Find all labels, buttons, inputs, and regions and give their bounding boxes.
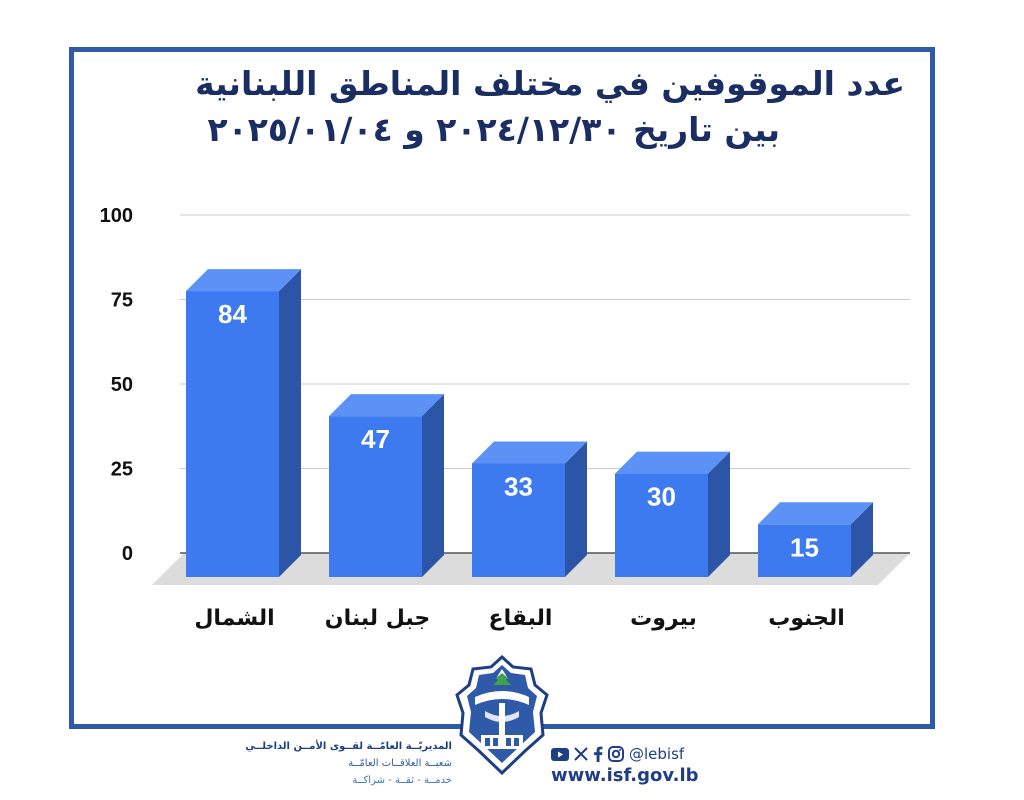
bar-front — [329, 416, 422, 577]
bar-front — [472, 463, 565, 577]
bar-front — [758, 524, 851, 577]
y-tick-label: 100 — [100, 205, 133, 227]
bar-value-label: 30 — [647, 482, 676, 512]
y-tick-label: 50 — [111, 374, 133, 396]
y-tick-label: 75 — [111, 290, 133, 312]
category-label: جبل لبنان — [325, 606, 430, 631]
footer-org-line1: المديريّــة العامّــة لقــوى الأمــن الد… — [245, 741, 452, 752]
youtube-icon[interactable] — [551, 747, 569, 761]
bar: 47 — [329, 394, 444, 577]
bar-side — [422, 394, 444, 577]
category-label: البقاع — [489, 606, 553, 631]
bar-side — [708, 451, 730, 577]
bar-top — [329, 394, 444, 417]
footer-org-line2: شعبــة العلاقــات العامّــة — [348, 758, 452, 769]
y-tick-label: 0 — [122, 543, 133, 565]
website-link[interactable]: www.isf.gov.lb — [551, 765, 699, 786]
bar-value-label: 84 — [218, 299, 247, 329]
bar-value-label: 15 — [790, 532, 819, 562]
bar: 30 — [615, 451, 730, 577]
bar-front — [186, 291, 279, 577]
bar: 33 — [472, 441, 587, 577]
y-tick-label: 25 — [111, 459, 133, 481]
social-handle[interactable]: @lebisf — [629, 745, 685, 763]
chart-title-line1: عدد الموقوفين في مختلف المناطق اللبنانية — [195, 64, 905, 103]
category-label: بيروت — [630, 606, 697, 631]
category-label: الشمال — [194, 606, 274, 631]
y-tick-labels: 0 25 50 75 100 — [100, 205, 133, 565]
instagram-icon[interactable] — [608, 746, 624, 762]
bar-top — [615, 451, 730, 474]
footer-organization: المديريّــة العامّــة لقــوى الأمــن الد… — [245, 738, 452, 789]
bar-top — [472, 441, 587, 464]
bar-value-label: 47 — [361, 424, 390, 454]
bar-side — [851, 502, 873, 577]
bar: 15 — [758, 502, 873, 577]
bar-side — [279, 269, 301, 577]
category-label: الجنوب — [768, 606, 845, 631]
chart-title-line2: بين تاريخ ٢٠٢٤/١٢/٣٠ و ٢٠٢٥/٠١/٠٤ — [207, 110, 781, 149]
bar-side — [565, 441, 587, 577]
bar-front — [615, 473, 708, 577]
bar-top — [758, 502, 873, 525]
footer-org-line3: خدمــة - ثقــة - شراكــة — [352, 775, 452, 786]
bar-top — [186, 269, 301, 292]
facebook-icon[interactable] — [593, 746, 603, 762]
bar: 84 — [186, 269, 301, 577]
bars: 84 47 33 30 15 — [186, 269, 873, 577]
social-links: @lebisf — [551, 744, 684, 764]
isf-logo — [455, 655, 549, 775]
category-labels: الشمال جبل لبنان البقاع بيروت الجنوب — [194, 606, 844, 631]
bar-value-label: 33 — [504, 471, 533, 501]
x-icon[interactable] — [574, 747, 588, 761]
